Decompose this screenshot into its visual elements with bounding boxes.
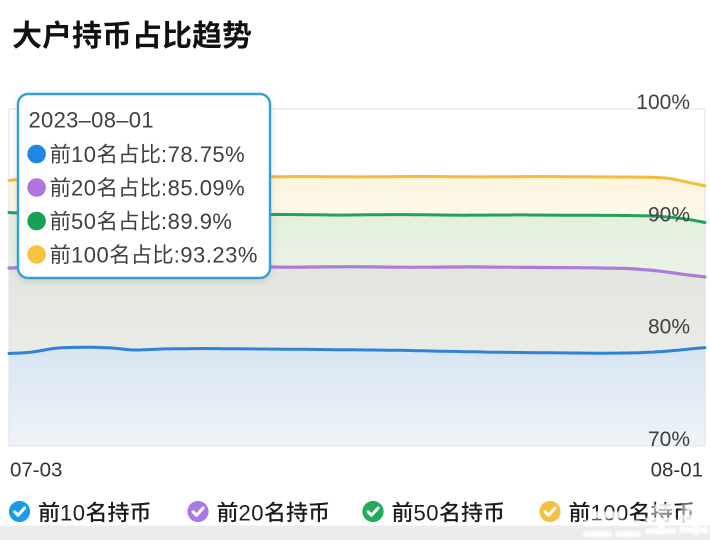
svg-text:20: 20 — [239, 500, 264, 525]
svg-text:70%: 70% — [648, 428, 690, 451]
svg-text:80%: 80% — [648, 316, 690, 339]
svg-text:08-01: 08-01 — [651, 459, 703, 482]
svg-text:100%: 100% — [636, 91, 690, 114]
svg-text:90%: 90% — [648, 203, 690, 226]
svg-text:100: 100 — [71, 242, 109, 267]
svg-text:10: 10 — [71, 142, 96, 167]
svg-text::93.23%: :93.23% — [174, 242, 258, 267]
svg-text::89.9%: :89.9% — [161, 209, 233, 234]
svg-text:50: 50 — [414, 500, 439, 525]
svg-text::78.75%: :78.75% — [161, 142, 245, 167]
svg-text:20: 20 — [71, 175, 96, 200]
svg-text:50: 50 — [71, 209, 96, 234]
svg-text:07-03: 07-03 — [10, 459, 62, 482]
svg-text::85.09%: :85.09% — [161, 175, 245, 200]
svg-text:10: 10 — [60, 500, 85, 525]
svg-text:2023–08–01: 2023–08–01 — [29, 108, 154, 133]
